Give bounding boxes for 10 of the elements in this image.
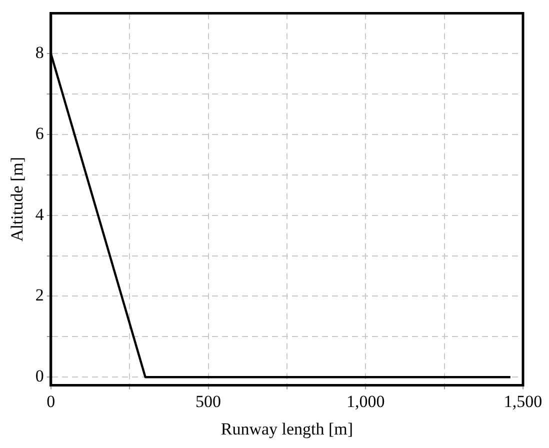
y-tick-label: 0	[35, 366, 44, 386]
x-tick-label: 1,500	[504, 392, 542, 411]
x-tick-label: 500	[196, 392, 222, 411]
y-tick-label: 6	[35, 124, 44, 143]
x-axis-title: Runway length [m]	[220, 419, 354, 438]
y-axis-title: Altitude [m]	[8, 156, 27, 242]
y-tick-label: 8	[35, 43, 44, 62]
x-tick-label: 1,000	[346, 392, 385, 411]
y-tick-label: 4	[35, 204, 44, 224]
y-tick-label: 2	[35, 286, 44, 305]
